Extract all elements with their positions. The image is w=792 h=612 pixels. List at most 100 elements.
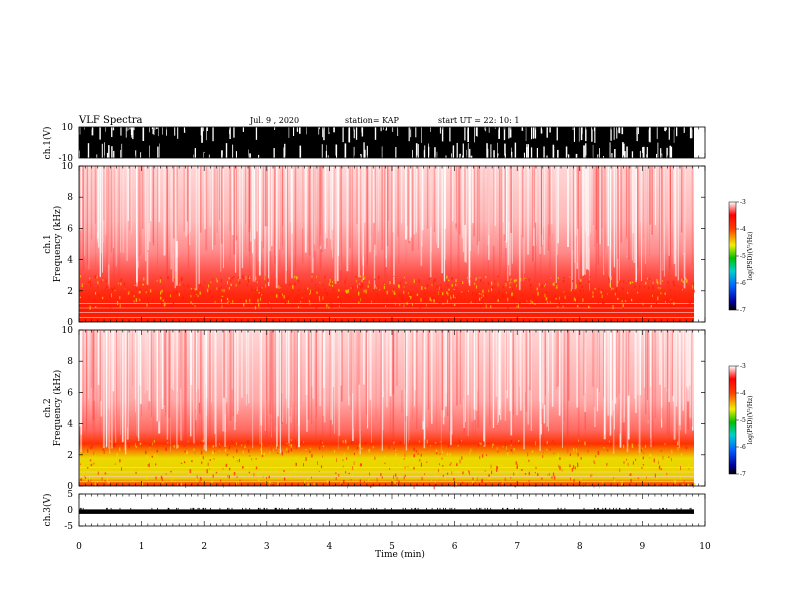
spectrogram-streak (649, 166, 652, 225)
spectrogram-streak (290, 166, 293, 222)
ch1-waveform-gap (510, 127, 511, 136)
spectrogram-speckle (209, 459, 211, 461)
spectrogram-speckle (482, 454, 484, 458)
spectrogram-speckle (481, 478, 483, 483)
spectrogram-speckle (258, 303, 260, 307)
spectrogram-speckle (552, 283, 554, 286)
spectrogram-streak (378, 166, 379, 232)
spectrogram-speckle (337, 462, 339, 464)
spectrogram-speckle (109, 296, 110, 298)
spectrogram-speckle (288, 444, 291, 446)
ch1-waveform-gap (323, 127, 325, 141)
spectrogram-speckle (472, 292, 474, 296)
spectrogram-speckle (488, 474, 490, 477)
colorbar-tick-label: -4 (740, 226, 746, 233)
ch1-waveform-gap (636, 127, 638, 142)
spectrogram-streak (168, 330, 171, 418)
spectrogram-streak (450, 330, 452, 446)
spectrogram-speckle (82, 471, 84, 475)
spectrogram-speckle (87, 448, 89, 453)
spectrogram-speckle (216, 278, 217, 280)
spectrogram-streak (374, 166, 376, 245)
spectrogram-speckle (663, 290, 665, 294)
spectrogram-speckle (139, 288, 141, 292)
spectrogram-speckle (279, 292, 281, 296)
spectrogram-speckle (105, 279, 107, 283)
spectrogram-speckle (482, 294, 484, 297)
spectrogram-streak (518, 166, 521, 291)
spectrogram-speckle (637, 291, 639, 294)
spectrogram-streak (433, 166, 436, 233)
spectrogram-speckle (303, 480, 306, 484)
spectrogram-speckle (139, 305, 141, 307)
ch1-waveform-gap (335, 144, 338, 158)
spectrogram-speckle (583, 303, 585, 305)
ch1-waveform-gap (656, 127, 658, 139)
spectrogram-speckle (517, 304, 520, 308)
spectrogram-speckle (311, 276, 313, 278)
spectrogram-speckle (670, 305, 673, 308)
spectrogram-streak (669, 166, 672, 279)
ch1-waveform-gap (229, 127, 230, 135)
spectrogram-speckle (630, 479, 632, 483)
spectrogram-speckle (355, 275, 357, 278)
spectrogram-speckle (581, 457, 583, 461)
spectrogram-speckle (311, 476, 312, 479)
ch1-waveform-gap (395, 147, 397, 158)
spectrogram-speckle (445, 477, 446, 480)
spectrogram-speckle (232, 442, 234, 444)
spectrogram-speckle (159, 291, 161, 294)
spectrogram-speckle (622, 287, 624, 291)
ch1-colorbar (728, 201, 737, 311)
spectrogram-streak (90, 330, 93, 388)
spectrogram-speckle (530, 288, 532, 290)
spectrogram-streak (107, 166, 110, 265)
spectrogram-streak (176, 330, 178, 449)
ch3-spike (402, 507, 404, 510)
ch1-waveform-gaps (79, 127, 693, 158)
ch3-spike (106, 507, 108, 510)
spectrogram-speckle (638, 290, 639, 292)
ch3-spike (245, 507, 247, 510)
spectrogram-speckle (385, 305, 386, 308)
spectrogram-streak (103, 166, 104, 243)
spectrogram-speckle (311, 454, 313, 458)
spectrogram-speckle (383, 282, 385, 284)
spectrogram-speckle (359, 285, 362, 289)
spectrogram-speckle (294, 282, 296, 286)
spectrogram-speckle (159, 291, 162, 295)
ch3-spike (266, 507, 268, 510)
spectrogram-speckle (469, 471, 470, 475)
spectrogram-speckle (646, 476, 647, 479)
spectrogram-streak (286, 166, 288, 284)
spectrogram-speckle (253, 301, 255, 305)
spectrogram-speckle (338, 474, 341, 478)
spectrogram-speckle (229, 445, 231, 448)
spectrogram-speckle (451, 284, 453, 287)
spectrogram-speckle (623, 444, 625, 449)
spectrogram-streak (165, 330, 166, 413)
ch3-spike (594, 507, 596, 510)
ch3-spike (663, 507, 664, 510)
spectrogram-speckle (450, 297, 452, 300)
ch1-waveform-fill (79, 127, 694, 158)
spectrogram-speckle (532, 304, 534, 306)
ch1-waveform-gap (664, 127, 666, 131)
spectrogram-speckle (193, 458, 195, 462)
spectrogram-streak (557, 330, 559, 387)
spectrogram-speckle (608, 440, 610, 443)
spectrogram-streak (672, 330, 674, 402)
spectrogram-speckle (255, 293, 257, 298)
spectrogram-speckle (172, 301, 175, 305)
spectrogram-streak (286, 330, 287, 424)
spectrogram-speckle (487, 282, 489, 285)
spectrogram-streak (512, 330, 514, 454)
spectrogram-speckle (465, 463, 467, 465)
spectrogram-streak (614, 330, 617, 404)
spectrogram-speckle (258, 472, 260, 474)
spectrogram-streak (223, 166, 224, 269)
spectrogram-streak (380, 330, 383, 445)
spectrogram-streak (427, 330, 428, 416)
spectrogram-streak (584, 330, 586, 430)
ch1-waveform-gap (666, 127, 667, 131)
